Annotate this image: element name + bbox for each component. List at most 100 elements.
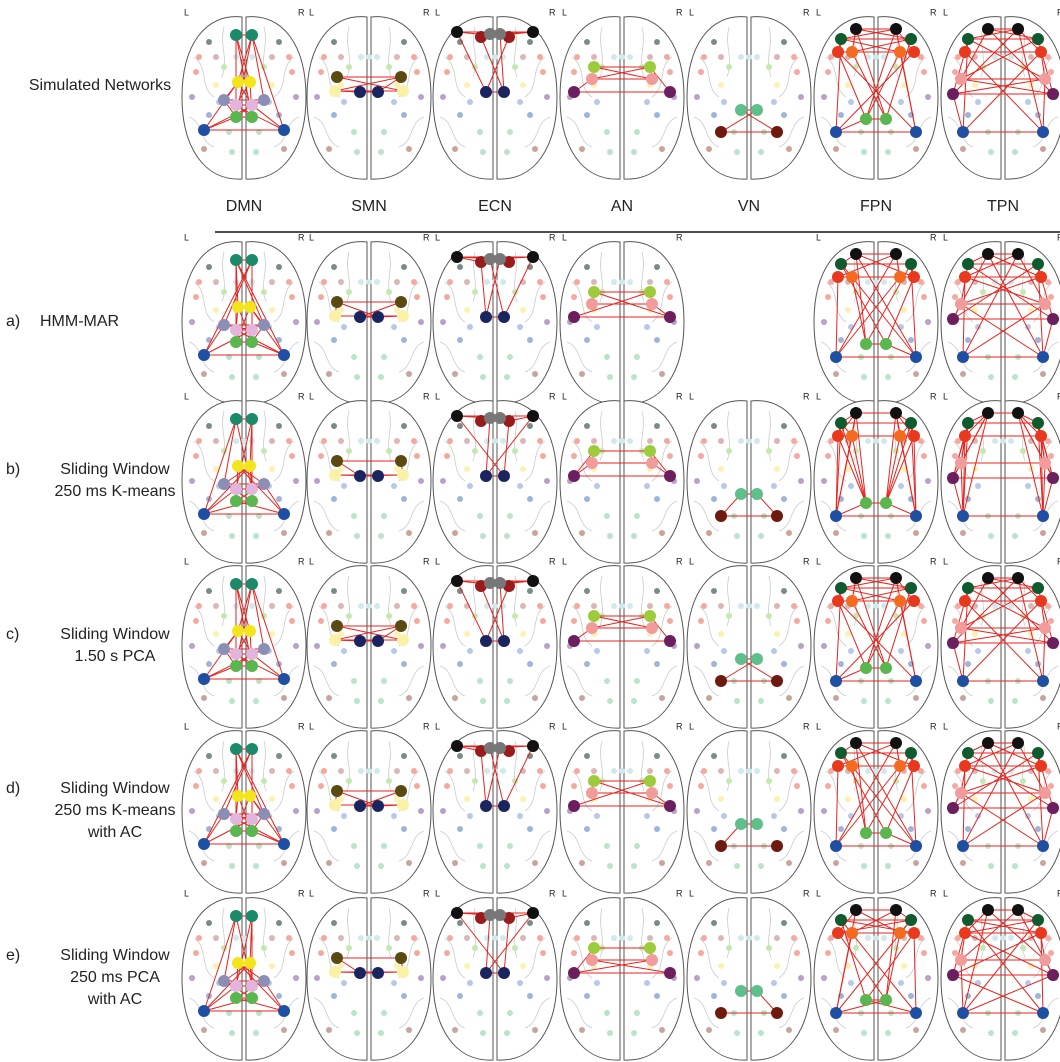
hemisphere-label: L: [562, 888, 567, 898]
background-node: [206, 661, 212, 667]
network-node: [1012, 904, 1024, 916]
background-node: [346, 613, 352, 619]
background-node: [206, 920, 212, 926]
network-node: [232, 460, 244, 472]
background-node: [781, 753, 787, 759]
background-node: [980, 945, 986, 951]
network-node: [860, 113, 872, 125]
background-node: [544, 643, 550, 649]
network-node: [397, 85, 409, 97]
background-node: [579, 530, 585, 536]
row-label: Sliding Window: [60, 780, 170, 797]
background-node: [414, 950, 420, 956]
background-node: [189, 975, 195, 981]
network-node: [1047, 637, 1059, 649]
hemisphere-label: L: [816, 7, 821, 17]
background-node: [293, 975, 299, 981]
background-node: [406, 860, 412, 866]
background-node: [391, 813, 397, 819]
network-node: [880, 497, 892, 509]
network-node: [751, 985, 763, 997]
background-node: [537, 279, 543, 285]
network-node: [830, 351, 842, 363]
network-node: [230, 413, 242, 425]
brain-panel: LR: [687, 888, 811, 1060]
row-label: 250 ms PCA: [70, 969, 160, 986]
hemisphere-label: R: [930, 556, 937, 566]
background-node: [314, 319, 320, 325]
background-node: [189, 319, 195, 325]
background-node: [520, 603, 526, 609]
background-node: [965, 112, 971, 118]
background-node: [711, 112, 717, 118]
network-node: [232, 76, 244, 88]
background-node: [825, 69, 831, 75]
network-node: [246, 980, 258, 992]
network-node: [588, 775, 600, 787]
background-node: [484, 935, 490, 941]
network-node: [246, 813, 258, 825]
header-row-label: Simulated Networks: [29, 77, 171, 94]
brain-panel: LR: [433, 721, 557, 893]
column-label: FPN: [860, 198, 892, 215]
network-node: [832, 760, 844, 772]
background-node: [952, 783, 958, 789]
background-node: [873, 603, 879, 609]
network-node: [830, 126, 842, 138]
network-node: [830, 510, 842, 522]
background-node: [698, 950, 704, 956]
background-node: [584, 337, 590, 343]
background-node: [314, 94, 320, 100]
background-node: [607, 533, 613, 539]
background-node: [701, 603, 707, 609]
background-node: [418, 975, 424, 981]
background-node: [480, 698, 486, 704]
network-node: [246, 99, 258, 111]
background-node: [825, 294, 831, 300]
background-node: [794, 69, 800, 75]
background-node: [464, 466, 470, 472]
background-node: [196, 279, 202, 285]
background-node: [746, 438, 752, 444]
background-node: [845, 631, 851, 637]
background-node: [885, 863, 891, 869]
background-node: [394, 768, 400, 774]
network-node: [771, 1007, 783, 1019]
network-node: [527, 26, 539, 38]
background-node: [457, 423, 463, 429]
background-node: [331, 496, 337, 502]
background-node: [774, 935, 780, 941]
network-node: [568, 311, 580, 323]
network-node: [644, 445, 656, 457]
hemisphere-label: R: [930, 721, 937, 731]
background-node: [611, 935, 617, 941]
network-node: [850, 572, 862, 584]
background-node: [537, 54, 543, 60]
background-node: [898, 483, 904, 489]
background-node: [960, 860, 966, 866]
network-node: [646, 787, 658, 799]
network-node: [905, 747, 917, 759]
background-node: [571, 783, 577, 789]
background-node: [492, 438, 498, 444]
background-node: [972, 82, 978, 88]
hemisphere-label: R: [549, 556, 556, 566]
background-node: [544, 319, 550, 325]
background-node: [1012, 374, 1018, 380]
background-node: [276, 423, 282, 429]
background-node: [694, 643, 700, 649]
background-node: [201, 1027, 207, 1033]
brain-outline: [182, 898, 306, 1060]
background-node: [908, 337, 914, 343]
hemisphere-label: L: [562, 7, 567, 17]
background-node: [520, 54, 526, 60]
background-node: [484, 768, 490, 774]
background-node: [206, 112, 212, 118]
background-node: [913, 146, 919, 152]
brain-panel: LR: [941, 556, 1060, 728]
background-node: [746, 603, 752, 609]
brain-panel: LR: [560, 556, 684, 728]
background-node: [925, 478, 931, 484]
background-node: [457, 661, 463, 667]
network-node: [480, 311, 492, 323]
